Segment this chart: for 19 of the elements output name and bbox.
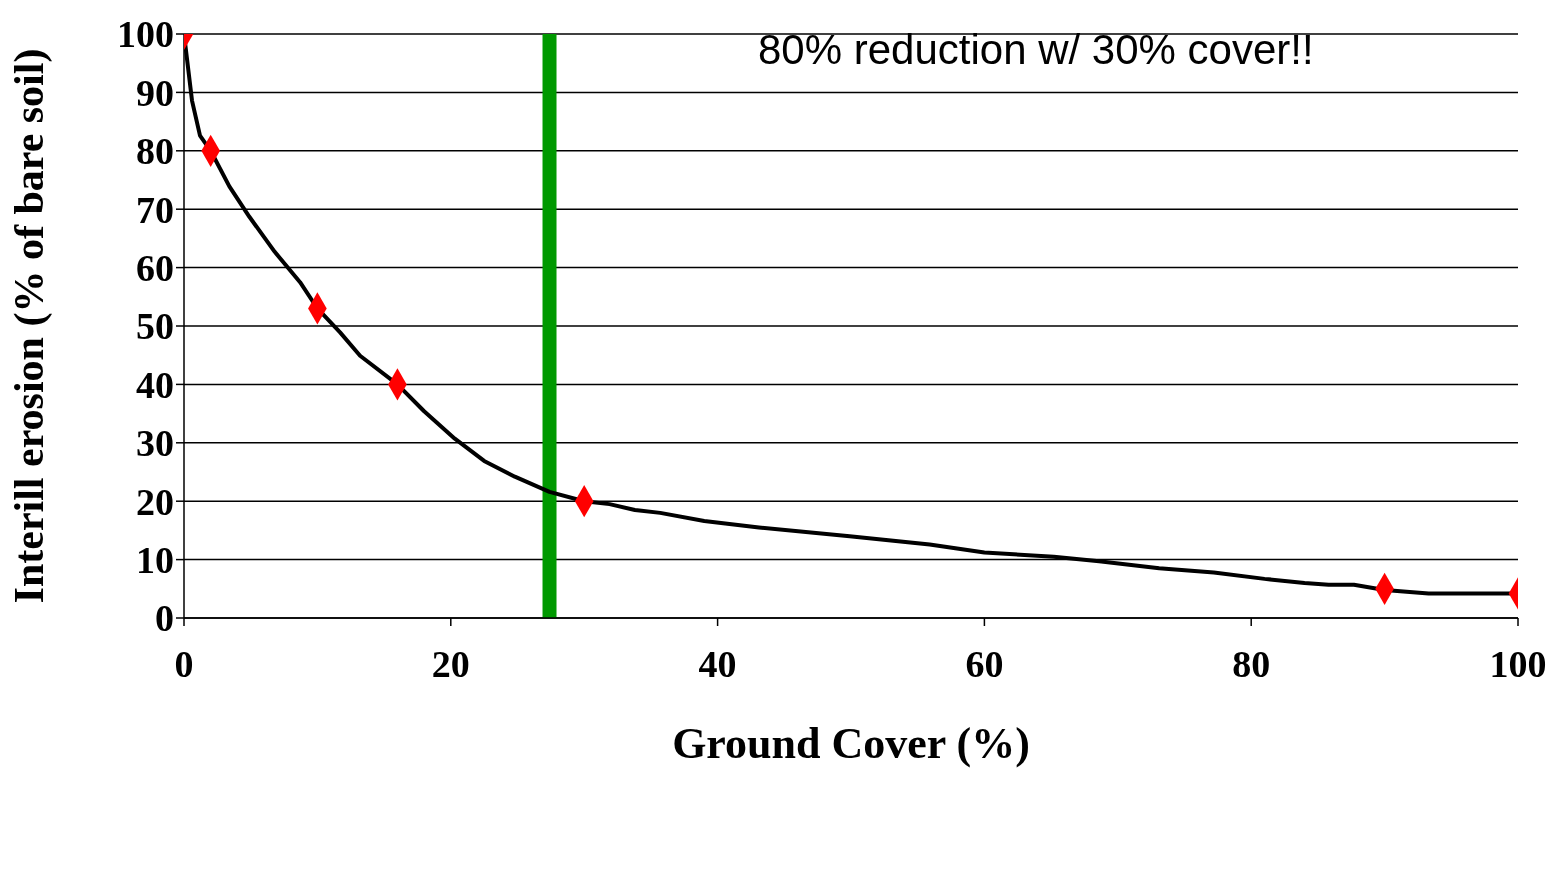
y-tick-label: 10 xyxy=(136,539,174,582)
y-tick-label: 0 xyxy=(155,597,174,640)
y-axis-title: Interill erosion (% of bare soil) xyxy=(5,48,53,604)
y-tick-label: 70 xyxy=(136,188,174,231)
y-tick-label: 40 xyxy=(136,363,174,406)
x-tick-label: 80 xyxy=(1232,642,1271,685)
y-tick-label: 50 xyxy=(136,305,174,348)
y-tick-label: 60 xyxy=(136,247,174,290)
y-tick-label: 100 xyxy=(117,13,174,56)
x-tick-label: 40 xyxy=(698,642,737,685)
x-tick-label: 20 xyxy=(431,642,470,685)
x-axis-title: Ground Cover (%) xyxy=(672,719,1030,768)
y-tick-label: 80 xyxy=(136,130,174,173)
x-tick-label: 100 xyxy=(1489,642,1547,685)
y-tick-label: 90 xyxy=(136,71,174,114)
y-tick-label: 20 xyxy=(136,480,174,523)
annotation: 80% reduction w/ 30% cover!! xyxy=(758,26,1314,74)
y-tick-label: 30 xyxy=(136,422,174,465)
x-tick-label: 60 xyxy=(965,642,1004,685)
